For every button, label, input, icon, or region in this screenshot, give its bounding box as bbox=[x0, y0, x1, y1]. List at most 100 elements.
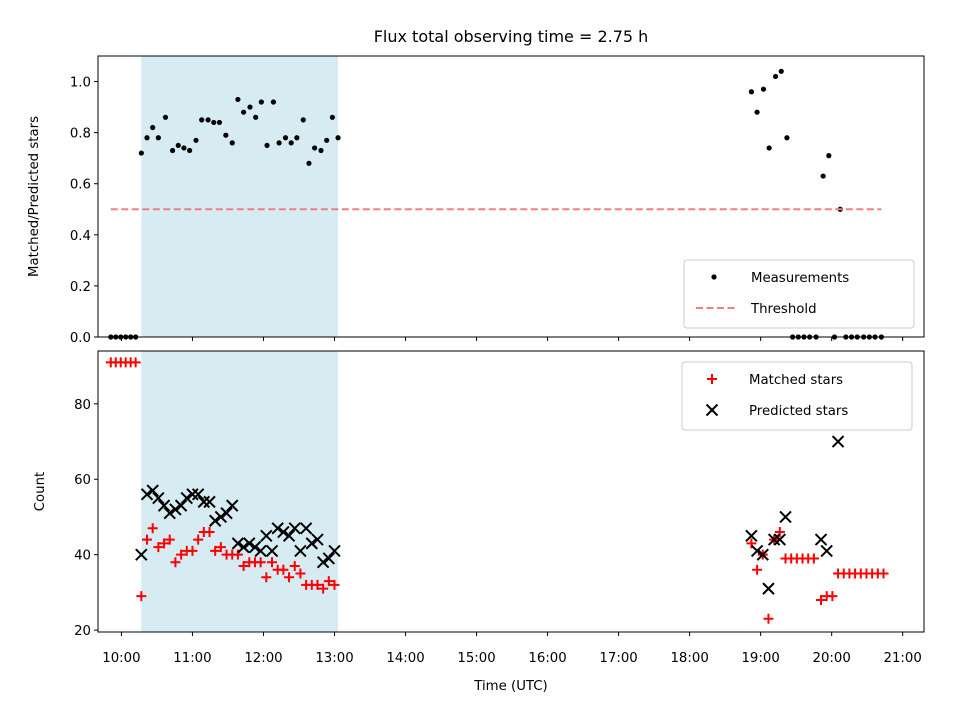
x-tick-label: 15:00 bbox=[457, 651, 495, 666]
series-matched-stars bbox=[105, 357, 889, 624]
series-matched-stars-point bbox=[278, 564, 289, 575]
series-measurements-point bbox=[766, 145, 772, 151]
series-predicted-stars-point bbox=[779, 510, 792, 524]
series-measurements-point bbox=[772, 73, 779, 80]
series-measurements-point bbox=[760, 86, 767, 92]
series-predicted-stars-point bbox=[197, 495, 211, 509]
legend-threshold-label: Threshold bbox=[750, 302, 817, 317]
y-axis-label: Count bbox=[33, 472, 48, 512]
chart-title: Flux total observing time = 2.75 h bbox=[374, 27, 649, 46]
x-tick-label: 18:00 bbox=[670, 651, 708, 666]
series-predicted-stars-point bbox=[248, 540, 262, 554]
series-measurements-point bbox=[276, 140, 282, 146]
series-predicted-stars-point bbox=[311, 533, 324, 546]
series-measurements-point bbox=[144, 135, 150, 141]
series-matched-stars-point bbox=[210, 545, 221, 556]
series-measurements-point bbox=[211, 119, 217, 126]
series-predicted-stars-point bbox=[254, 544, 267, 558]
series-predicted-stars-point bbox=[226, 499, 239, 512]
series-predicted-stars-point bbox=[288, 522, 301, 535]
axes-frame bbox=[97, 350, 925, 633]
series-matched-stars-point bbox=[255, 557, 266, 568]
series-predicted-stars-point bbox=[152, 491, 165, 505]
y-tick-label: 40 bbox=[74, 549, 91, 564]
axes-frame bbox=[97, 55, 925, 338]
legend-matched-stars-handle bbox=[707, 374, 717, 384]
series-predicted-stars-point bbox=[243, 537, 256, 550]
series-measurements-point bbox=[748, 89, 755, 95]
series-matched-stars-point bbox=[808, 553, 819, 564]
series-predicted-stars-point bbox=[322, 552, 336, 565]
series-predicted-stars-point bbox=[231, 537, 245, 550]
x-tick-label: 11:00 bbox=[173, 651, 211, 666]
series-matched-stars-point bbox=[238, 560, 249, 571]
series-measurements-point bbox=[199, 117, 205, 123]
series-predicted-stars-point bbox=[328, 544, 341, 558]
series-matched-stars-point bbox=[774, 527, 785, 538]
x-tick-label: 12:00 bbox=[244, 651, 282, 666]
series-predicted-stars-point bbox=[820, 544, 833, 558]
series-predicted-stars-point bbox=[208, 514, 222, 527]
series-measurements-point bbox=[300, 117, 306, 123]
x-tick-label: 14:00 bbox=[386, 651, 424, 666]
series-predicted-stars-point bbox=[203, 495, 216, 509]
series-predicted-stars-point bbox=[174, 499, 188, 512]
series-predicted-stars-point bbox=[767, 533, 781, 546]
series-matched-stars-point bbox=[763, 613, 774, 624]
series-predicted-stars-point bbox=[316, 556, 330, 569]
series-matched-stars-point bbox=[130, 357, 141, 368]
series-measurements-point bbox=[223, 132, 229, 138]
series-matched-stars-point bbox=[284, 572, 295, 583]
series-measurements-point bbox=[288, 140, 294, 146]
legend-predicted-stars-label: Predicted stars bbox=[749, 404, 848, 419]
series-measurements-point bbox=[754, 109, 760, 115]
x-tick-label: 20:00 bbox=[813, 651, 851, 666]
series-measurements-point bbox=[205, 117, 211, 123]
series-measurements-point bbox=[318, 147, 324, 154]
series-predicted-stars-point bbox=[186, 488, 199, 501]
series-predicted-stars-point bbox=[745, 529, 758, 543]
series-predicted-stars-point bbox=[271, 522, 284, 535]
series-measurements-point bbox=[216, 119, 223, 126]
series-measurements-point bbox=[258, 99, 264, 105]
series-matched-stars-point bbox=[136, 591, 147, 602]
legend-predicted-stars-handle bbox=[705, 403, 719, 417]
x-tick-label: 19:00 bbox=[741, 651, 779, 666]
y-tick-label: 0.0 bbox=[70, 331, 91, 346]
series-predicted-stars-point bbox=[773, 533, 787, 546]
series-matched-stars-point bbox=[312, 579, 323, 590]
series-measurements-point bbox=[155, 135, 161, 141]
series-predicted-stars-point bbox=[294, 544, 307, 558]
series-matched-stars-point bbox=[164, 534, 175, 545]
x-tick-label: 16:00 bbox=[528, 651, 566, 666]
x-tick-label: 17:00 bbox=[599, 651, 637, 666]
legend: Matched stars Predicted stars bbox=[681, 361, 913, 431]
series-measurements-point bbox=[169, 147, 176, 154]
series-matched-stars-point bbox=[289, 560, 300, 571]
series-matched-stars-point bbox=[752, 564, 763, 575]
x-axis-label: Time (UTC) bbox=[473, 679, 548, 694]
series-predicted-stars-point bbox=[191, 488, 205, 501]
series-measurements-point bbox=[247, 104, 253, 110]
observing-window-span bbox=[141, 56, 339, 337]
legend-box bbox=[683, 259, 915, 329]
series-measurements-point bbox=[820, 173, 826, 179]
series-predicted-stars-point bbox=[214, 510, 228, 524]
series-predicted-stars-point bbox=[282, 529, 296, 543]
series-matched-stars-point bbox=[267, 557, 278, 568]
series-predicted-stars-point bbox=[299, 522, 313, 535]
series-matched-stars-point bbox=[318, 583, 329, 594]
series-predicted-stars-point bbox=[756, 548, 769, 561]
series-matched-stars-point bbox=[159, 538, 170, 549]
x-tick-label: 13:00 bbox=[315, 651, 353, 666]
series-predicted-stars-point bbox=[762, 582, 775, 595]
series-measurements-point bbox=[324, 137, 330, 143]
legend: Measurements Threshold bbox=[683, 259, 915, 329]
x-tick-label: 21:00 bbox=[884, 651, 922, 666]
series-predicted-stars-point bbox=[265, 544, 279, 558]
series-measurements-point bbox=[138, 150, 144, 156]
series-measurements-point bbox=[329, 114, 335, 120]
series-predicted-stars-point bbox=[260, 529, 273, 543]
series-predicted-stars-point bbox=[157, 499, 171, 512]
